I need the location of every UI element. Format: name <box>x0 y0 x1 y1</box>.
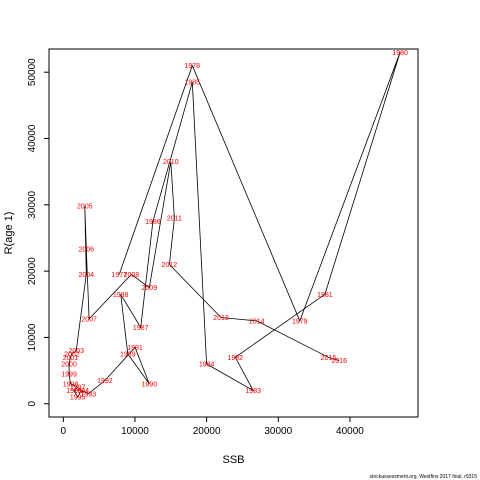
point-label-2008: 2008 <box>124 272 140 279</box>
series-line <box>68 52 401 398</box>
plot-frame <box>48 48 419 418</box>
point-label-2005: 2005 <box>77 204 93 211</box>
x-tick-label: 20000 <box>193 426 221 437</box>
y-tick-label: 0 <box>27 401 38 407</box>
point-label-1981: 1981 <box>317 292 333 299</box>
point-label-1980: 1980 <box>392 50 408 57</box>
point-label-2010: 2010 <box>163 159 179 166</box>
point-label-1984: 1984 <box>199 361 215 368</box>
point-label-1989: 1989 <box>120 352 136 359</box>
y-tick-label: 10000 <box>27 323 38 351</box>
point-label-2015: 2015 <box>321 355 337 362</box>
point-label-2016: 2016 <box>331 358 347 365</box>
point-label-1977: 1977 <box>111 272 127 279</box>
x-tick-label: 40000 <box>336 426 364 437</box>
point-label-1982: 1982 <box>228 355 244 362</box>
y-axis-title: R(age 1) <box>3 212 15 255</box>
point-label-2012: 2012 <box>162 262 178 269</box>
point-label-1997: 1997 <box>70 385 86 392</box>
point-label-1990: 1990 <box>142 381 158 388</box>
point-label-2011: 2011 <box>167 216 182 223</box>
point-label-2004: 2004 <box>78 272 94 279</box>
caption: stockassessment.org, Westfins 2017 final… <box>370 474 478 480</box>
point-label-1987: 1987 <box>133 325 149 332</box>
point-label-1991: 1991 <box>127 345 143 352</box>
point-label-1992: 1992 <box>97 378 113 385</box>
point-label-1996: 1996 <box>66 388 82 395</box>
x-axis: 0 10000 20000 30000 40000 <box>61 417 364 437</box>
point-label-1983: 1983 <box>245 388 261 395</box>
point-label-2000: 2000 <box>61 361 77 368</box>
point-label-2009: 2009 <box>142 285 158 292</box>
point-label-1995: 1995 <box>70 395 86 402</box>
point-label-1978: 1978 <box>185 63 201 70</box>
point-label-2014: 2014 <box>249 318 265 325</box>
y-tick-label: 20000 <box>27 257 38 285</box>
y-tick-label: 50000 <box>27 58 38 86</box>
x-axis-title: SSB <box>222 454 244 466</box>
point-label-1986: 1986 <box>145 219 161 226</box>
point-label-2002: 2002 <box>64 352 80 359</box>
point-label-1999: 1999 <box>61 371 77 378</box>
y-tick-label: 30000 <box>27 190 38 218</box>
point-label-2013: 2013 <box>213 315 229 322</box>
point-label-2003: 2003 <box>68 348 84 355</box>
point-label-1979: 1979 <box>292 318 308 325</box>
point-label-1993: 1993 <box>81 391 97 398</box>
point-label-1998: 1998 <box>63 381 79 388</box>
y-tick-label: 40000 <box>27 124 38 152</box>
y-axis: 0 10000 20000 30000 40000 50000 <box>27 58 49 407</box>
point-label-2001: 2001 <box>63 355 79 362</box>
x-tick-label: 30000 <box>264 426 292 437</box>
point-label-1988: 1988 <box>113 292 129 299</box>
point-label-1985: 1985 <box>185 80 201 87</box>
point-labels: 1977 1978 1979 1980 1981 1982 1983 1984 1985 1986… <box>61 50 408 402</box>
point-label-2006: 2006 <box>78 247 94 254</box>
x-tick-label: 0 <box>61 426 67 437</box>
x-tick-label: 10000 <box>121 426 149 437</box>
point-label-1994: 1994 <box>73 388 89 395</box>
point-label-2007: 2007 <box>81 316 97 323</box>
